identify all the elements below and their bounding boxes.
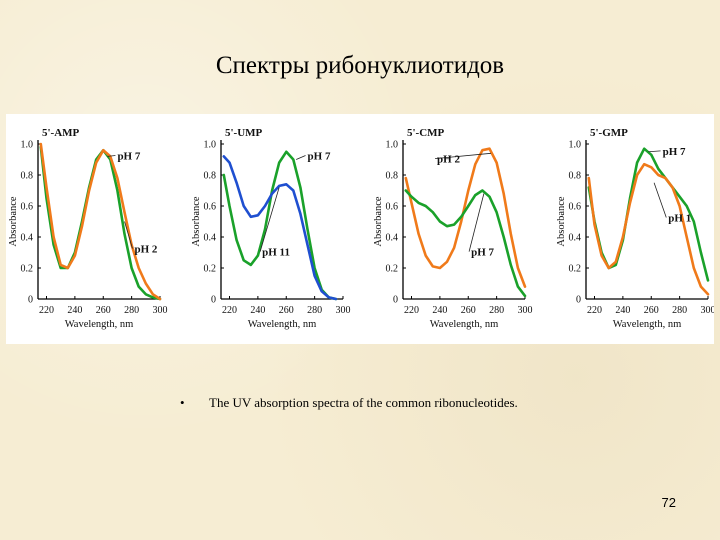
- y-tick-label: 0: [28, 295, 33, 306]
- x-tick-label: 300: [518, 305, 533, 316]
- chart-panel-3: 5'-CMP 0 0.2 0.4 0.6 0.8 1.0 220 240 260 280 300 Wav…: [373, 127, 533, 330]
- x-tick-label: 280: [489, 305, 504, 316]
- chart-title: 5'-AMP: [42, 127, 80, 139]
- y-axis-title: Absorbance: [8, 196, 19, 246]
- spectra-svg: 5'-AMP 0 0.2 0.4 0.6 0.8 1.0 220 240 260 280 300 Wav…: [8, 127, 714, 330]
- y-axis-title: Absorbance: [373, 196, 384, 246]
- chart-panel-4: 5'-GMP 0 0.2 0.4 0.6 0.8 1.0 220 240 260 280 300 Wav…: [556, 127, 714, 330]
- y-tick-label: 0: [393, 295, 398, 306]
- chart-title: 5'-UMP: [225, 127, 263, 139]
- page-title: Спектры рибонуклиотидов: [215, 52, 505, 79]
- y-tick-label: 0.2: [21, 264, 34, 275]
- y-tick-label: 0: [576, 295, 581, 306]
- x-tick-label: 260: [461, 305, 476, 316]
- y-tick-label: 0.2: [386, 264, 399, 275]
- caption: • The UV absorption spectra of the commo…: [180, 395, 518, 411]
- x-tick-label: 240: [67, 305, 82, 316]
- series-label: pH 7: [117, 151, 140, 163]
- chart-panel-2: 5'-UMP 0 0.2 0.4 0.6 0.8 1.0 220 240 260 280 300 Wav…: [191, 127, 351, 330]
- bullet-glyph: •: [180, 395, 185, 410]
- series-label: pH 2: [437, 154, 460, 166]
- x-tick-label: 220: [39, 305, 54, 316]
- x-tick-label: 220: [222, 305, 237, 316]
- label-leader-line: [124, 221, 133, 249]
- y-tick-label: 0.2: [569, 264, 582, 275]
- x-axis-title: Wavelength, nm: [65, 319, 134, 330]
- y-axis-title: Absorbance: [556, 196, 567, 246]
- series-label: pH 7: [663, 146, 686, 158]
- y-tick-label: 1.0: [204, 140, 217, 151]
- chart-panel-1: 5'-AMP 0 0.2 0.4 0.6 0.8 1.0 220 240 260 280 300 Wav…: [8, 127, 168, 330]
- x-axis-title: Wavelength, nm: [430, 319, 499, 330]
- x-tick-label: 280: [672, 305, 687, 316]
- label-leader-line: [107, 155, 116, 157]
- x-tick-label: 240: [615, 305, 630, 316]
- x-tick-label: 280: [307, 305, 322, 316]
- y-tick-label: 0.4: [204, 233, 217, 244]
- x-tick-label: 300: [701, 305, 715, 316]
- x-tick-label: 240: [432, 305, 447, 316]
- label-leader-line: [648, 150, 661, 153]
- y-tick-label: 1.0: [386, 140, 399, 151]
- x-tick-label: 260: [644, 305, 659, 316]
- series-label: pH 7: [471, 247, 494, 259]
- label-leader-line: [468, 193, 485, 252]
- x-tick-label: 220: [404, 305, 419, 316]
- y-tick-label: 0: [211, 295, 216, 306]
- label-leader-line: [259, 187, 280, 252]
- spectra-figure: 5'-AMP 0 0.2 0.4 0.6 0.8 1.0 220 240 260 280 300 Wav…: [6, 114, 714, 344]
- x-tick-label: 280: [124, 305, 139, 316]
- label-leader-line: [296, 155, 306, 160]
- y-tick-label: 0.6: [204, 202, 217, 213]
- y-tick-label: 1.0: [21, 140, 34, 151]
- y-axis-title: Absorbance: [191, 196, 202, 246]
- y-tick-label: 1.0: [569, 140, 582, 151]
- x-tick-label: 300: [153, 305, 168, 316]
- label-leader-line: [435, 152, 491, 159]
- y-tick-label: 0.8: [569, 171, 582, 182]
- label-leader-line: [653, 182, 667, 218]
- x-tick-label: 240: [250, 305, 265, 316]
- series-line-ph11: [222, 155, 338, 301]
- series-label: pH 7: [308, 151, 331, 163]
- chart-title: 5'-CMP: [407, 127, 445, 139]
- page-number: 72: [661, 495, 676, 510]
- x-tick-label: 260: [96, 305, 111, 316]
- series-line-ph2: [404, 147, 527, 288]
- y-tick-label: 0.4: [386, 233, 399, 244]
- x-tick-label: 260: [279, 305, 294, 316]
- series-label: pH 11: [262, 247, 290, 259]
- caption-text: The UV absorption spectra of the common …: [209, 395, 518, 410]
- series-label: pH 1: [668, 213, 691, 225]
- y-tick-label: 0.6: [386, 202, 399, 213]
- y-tick-label: 0.8: [204, 171, 217, 182]
- y-tick-label: 0.4: [569, 233, 582, 244]
- x-tick-label: 300: [336, 305, 351, 316]
- x-axis-title: Wavelength, nm: [248, 319, 317, 330]
- x-axis-title: Wavelength, nm: [613, 319, 682, 330]
- y-tick-label: 0.4: [21, 233, 34, 244]
- y-tick-label: 0.6: [21, 202, 34, 213]
- series-line-ph7: [404, 189, 527, 298]
- x-tick-label: 220: [587, 305, 602, 316]
- chart-title: 5'-GMP: [590, 127, 628, 139]
- series-label: pH 2: [134, 244, 157, 256]
- y-tick-label: 0.8: [386, 171, 399, 182]
- series-line-ph7: [222, 150, 338, 301]
- y-tick-label: 0.6: [569, 202, 582, 213]
- y-tick-label: 0.2: [204, 264, 217, 275]
- series-line-ph2: [39, 142, 162, 301]
- y-tick-label: 0.8: [21, 171, 34, 182]
- series-line-ph1: [587, 162, 710, 296]
